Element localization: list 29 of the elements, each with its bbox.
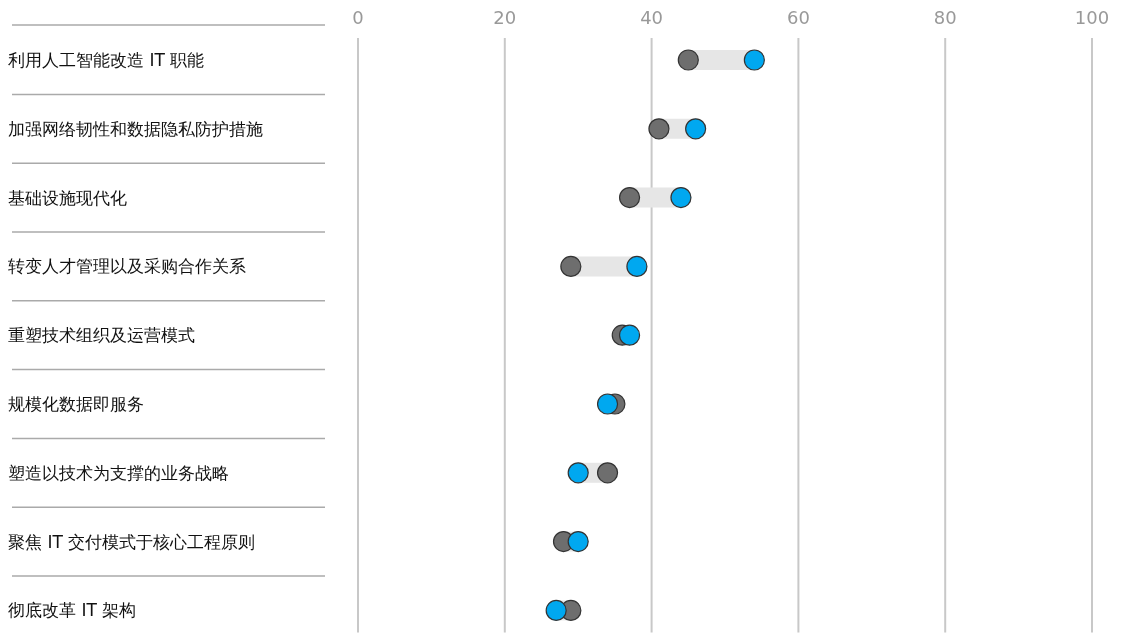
- x-tick-label: 60: [786, 7, 810, 28]
- y-tick-label: 转变人才管理以及采购合作关系: [8, 256, 246, 277]
- y-tick-label: 规模化数据即服务: [8, 394, 144, 414]
- x-tick-label: 40: [640, 7, 664, 28]
- point: [626, 255, 648, 277]
- y-tick-label: 彻底改革 IT 架构: [8, 600, 137, 621]
- y-tick-label: 利用人工智能改造 IT 职能: [8, 50, 205, 70]
- point: [685, 118, 707, 140]
- x-tick-label: 20: [493, 7, 517, 28]
- y-tick-label: 加强网络韧性和数据隐私防护措施: [8, 118, 263, 139]
- point: [596, 462, 619, 484]
- y-tick-label: 塑造以技术为支撑的业务战略: [8, 462, 229, 483]
- point: [743, 49, 765, 71]
- point: [618, 324, 641, 346]
- point: [560, 255, 582, 277]
- point: [567, 462, 589, 484]
- point: [648, 118, 670, 140]
- x-tick-label: 0: [352, 7, 364, 28]
- point: [677, 49, 699, 71]
- x-tick-label: 100: [1074, 7, 1110, 28]
- y-tick-label: 重塑技术组织及运营模式: [8, 325, 195, 346]
- point: [545, 599, 567, 621]
- point: [567, 531, 589, 553]
- point: [670, 187, 692, 209]
- y-tick-label: 聚焦 IT 交付模式于核心工程原则: [8, 531, 256, 552]
- y-tick-label: 基础设施现代化: [8, 187, 127, 208]
- x-tick-label: 80: [933, 7, 957, 28]
- point: [618, 187, 641, 209]
- point: [596, 393, 619, 415]
